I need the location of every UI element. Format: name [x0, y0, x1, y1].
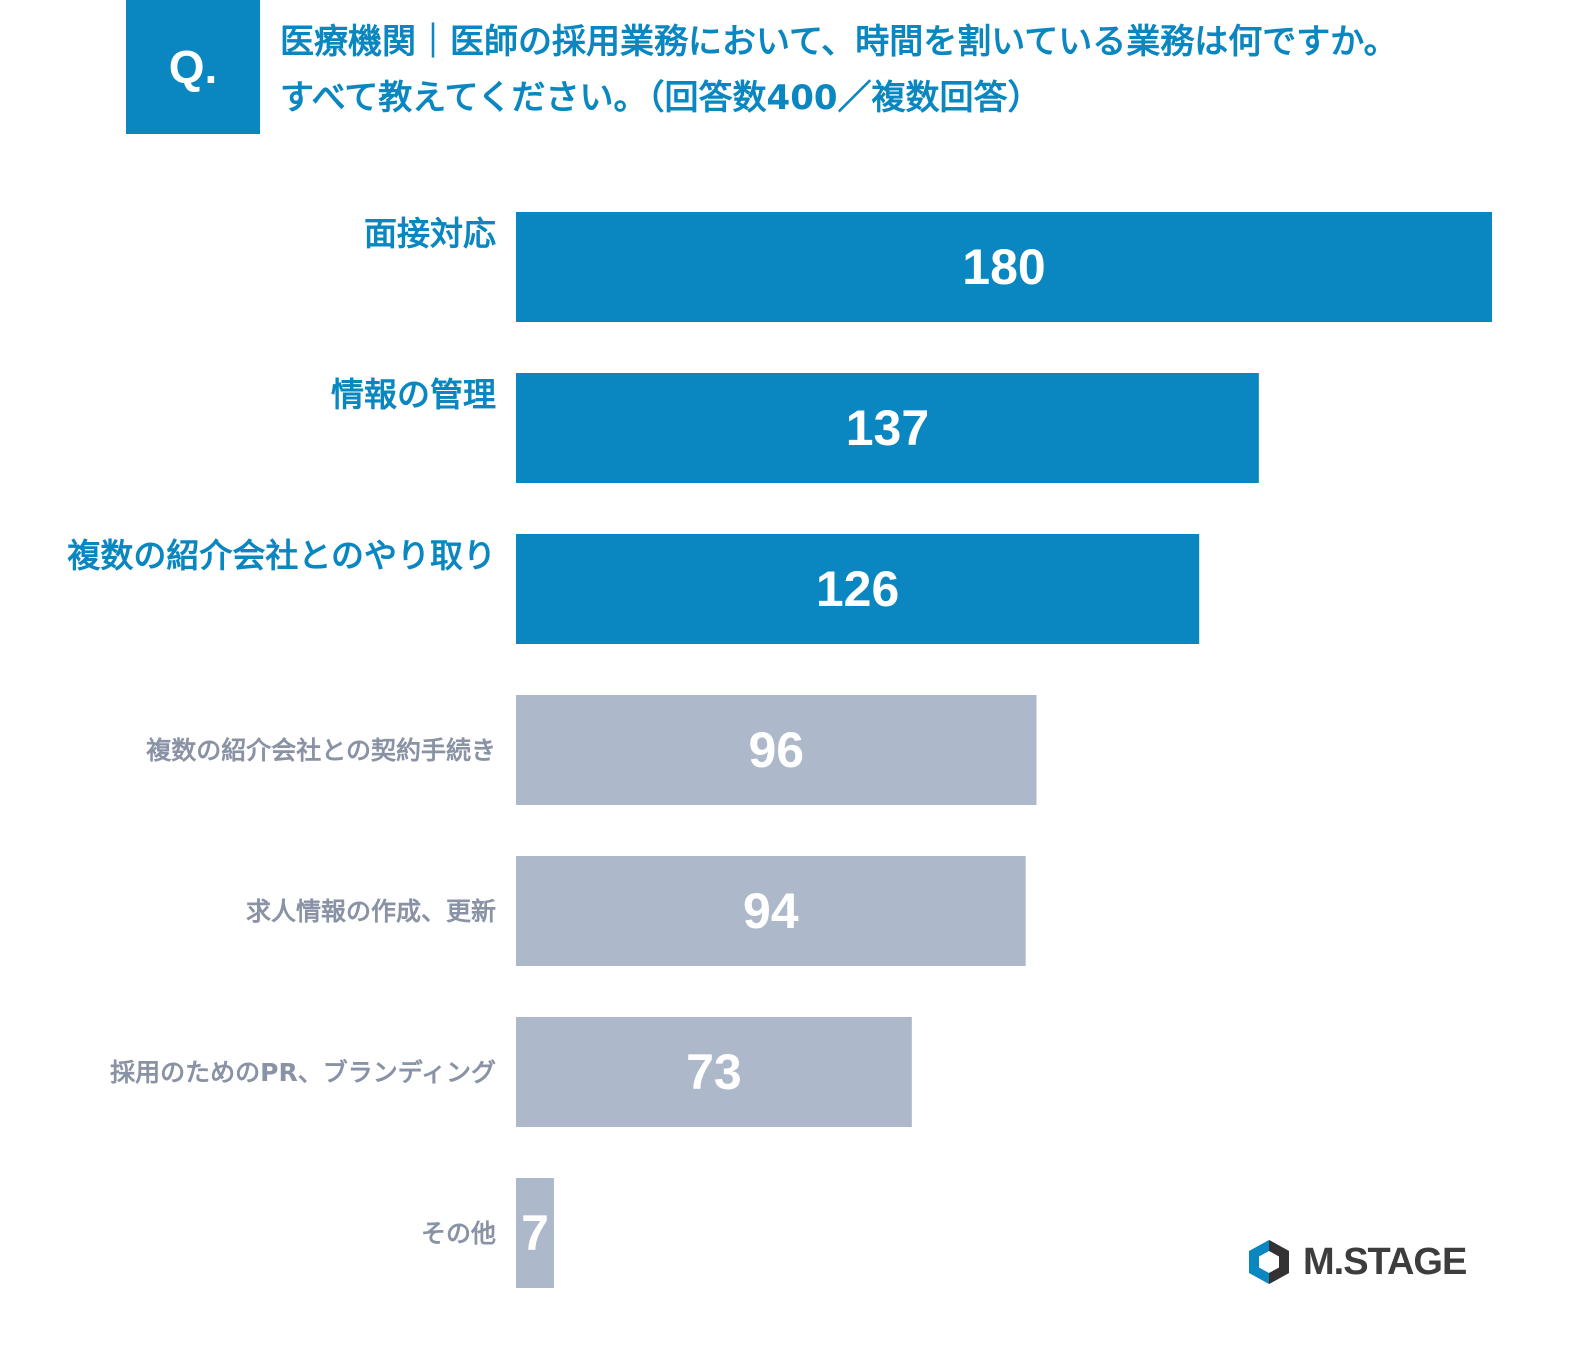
category-label-7: その他 [421, 1219, 496, 1248]
bar-6 [516, 1017, 912, 1127]
brand-logo: M.STAGE [1245, 1238, 1467, 1286]
bar-3 [516, 534, 1200, 644]
bar-4 [516, 695, 1037, 805]
hexagon-logo-icon [1249, 1240, 1289, 1284]
bar-1 [516, 212, 1492, 322]
bar-value-label-5: 94 [743, 883, 799, 939]
bar-5 [516, 856, 1026, 966]
question-line-2: すべて教えてください。（回答数400／複数回答） [280, 78, 1042, 118]
category-label-2: 情報の管理 [331, 375, 496, 414]
category-label-6: 採用のためのPR、ブランディング [110, 1058, 496, 1087]
category-label-5: 求人情報の作成、更新 [246, 897, 496, 926]
bar-value-label-4: 96 [748, 722, 804, 778]
bar-2 [516, 373, 1259, 483]
logo-text: M.STAGE [1303, 1240, 1467, 1283]
category-label-4: 複数の紹介会社との契約手続き [146, 736, 496, 765]
question-badge-label: Q. [168, 41, 218, 93]
question-line-1: 医療機関｜医師の採用業務において、時間を割いている業務は何ですか。 [280, 22, 1398, 62]
question-badge: Q. [126, 0, 260, 134]
bar-value-label-6: 73 [686, 1044, 742, 1100]
bar-value-label-7: 7 [521, 1205, 549, 1261]
bar-value-label-1: 180 [962, 239, 1045, 295]
question-text: 医療機関｜医師の採用業務において、時間を割いている業務は何ですか。 すべて教えて… [280, 14, 1550, 126]
category-label-1: 面接対応 [364, 214, 496, 253]
category-label-3: 複数の紹介会社とのやり取り [67, 536, 496, 575]
bar-7 [516, 1178, 554, 1288]
bar-value-label-2: 137 [846, 400, 929, 456]
bar-value-label-3: 126 [816, 561, 899, 617]
